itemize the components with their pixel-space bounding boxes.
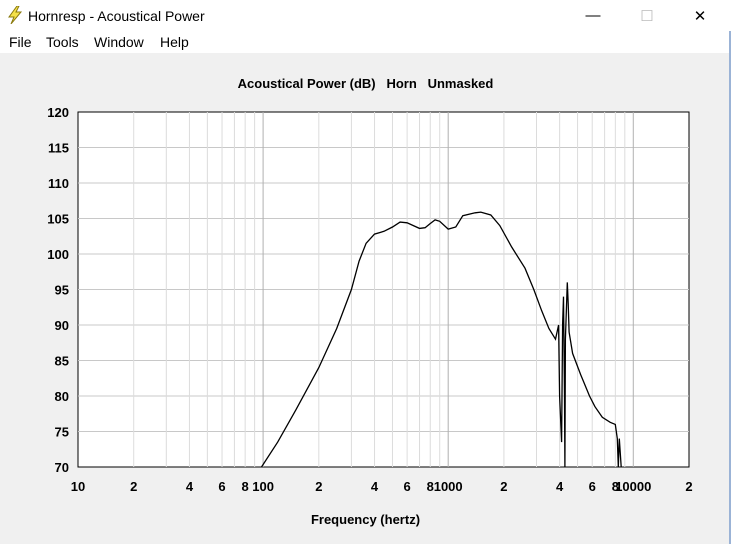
x-tick-label: 10 [71, 479, 85, 494]
x-tick-label: 6 [404, 479, 411, 494]
window-title: Hornresp - Acoustical Power [28, 8, 205, 24]
x-tick-label: 2 [130, 479, 137, 494]
menu-file[interactable]: File [9, 34, 32, 50]
x-tick-label: 10000 [615, 479, 651, 494]
x-tick-label: 6 [589, 479, 596, 494]
x-tick-label: 2 [685, 479, 692, 494]
x-tick-label: 4 [556, 479, 564, 494]
x-tick-label: 2 [315, 479, 322, 494]
y-tick-label: 120 [47, 105, 69, 120]
chart-title: Acoustical Power (dB) Horn Unmasked [237, 76, 494, 91]
maximize-button[interactable]: ☐ [640, 7, 654, 25]
y-tick-label: 70 [55, 460, 69, 475]
x-tick-label: 8 [612, 479, 619, 494]
window-border [729, 31, 731, 544]
x-axis-label: Frequency (hertz) [310, 512, 421, 527]
close-button[interactable]: ✕ [693, 7, 707, 25]
x-tick-label: 6 [218, 479, 225, 494]
menu-tools[interactable]: Tools [46, 34, 79, 50]
y-tick-label: 100 [47, 247, 69, 262]
x-tick-label: 8 [242, 479, 249, 494]
x-tick-label: 4 [371, 479, 379, 494]
y-tick-label: 115 [48, 141, 69, 156]
x-tick-label: 1000 [434, 479, 463, 494]
menu-bar: File Tools Window Help [0, 31, 731, 53]
y-tick-label: 95 [55, 283, 69, 298]
x-tick-label: 100 [252, 479, 274, 494]
minimize-button[interactable]: — [585, 7, 601, 24]
y-tick-label: 105 [47, 212, 69, 227]
y-tick-label: 90 [55, 318, 69, 333]
series-line [260, 211, 622, 468]
menu-help[interactable]: Help [160, 34, 189, 50]
title-bar: Hornresp - Acoustical Power — ☐ ✕ [0, 0, 731, 31]
x-tick-label: 8 [427, 479, 434, 494]
y-tick-label: 75 [55, 425, 69, 440]
lightning-icon [8, 6, 23, 24]
x-tick-label: 2 [500, 479, 507, 494]
y-tick-label: 110 [48, 176, 69, 191]
y-tick-label: 85 [55, 354, 69, 369]
menu-window[interactable]: Window [94, 34, 144, 50]
y-tick-label: 80 [55, 389, 69, 404]
x-tick-label: 4 [186, 479, 194, 494]
